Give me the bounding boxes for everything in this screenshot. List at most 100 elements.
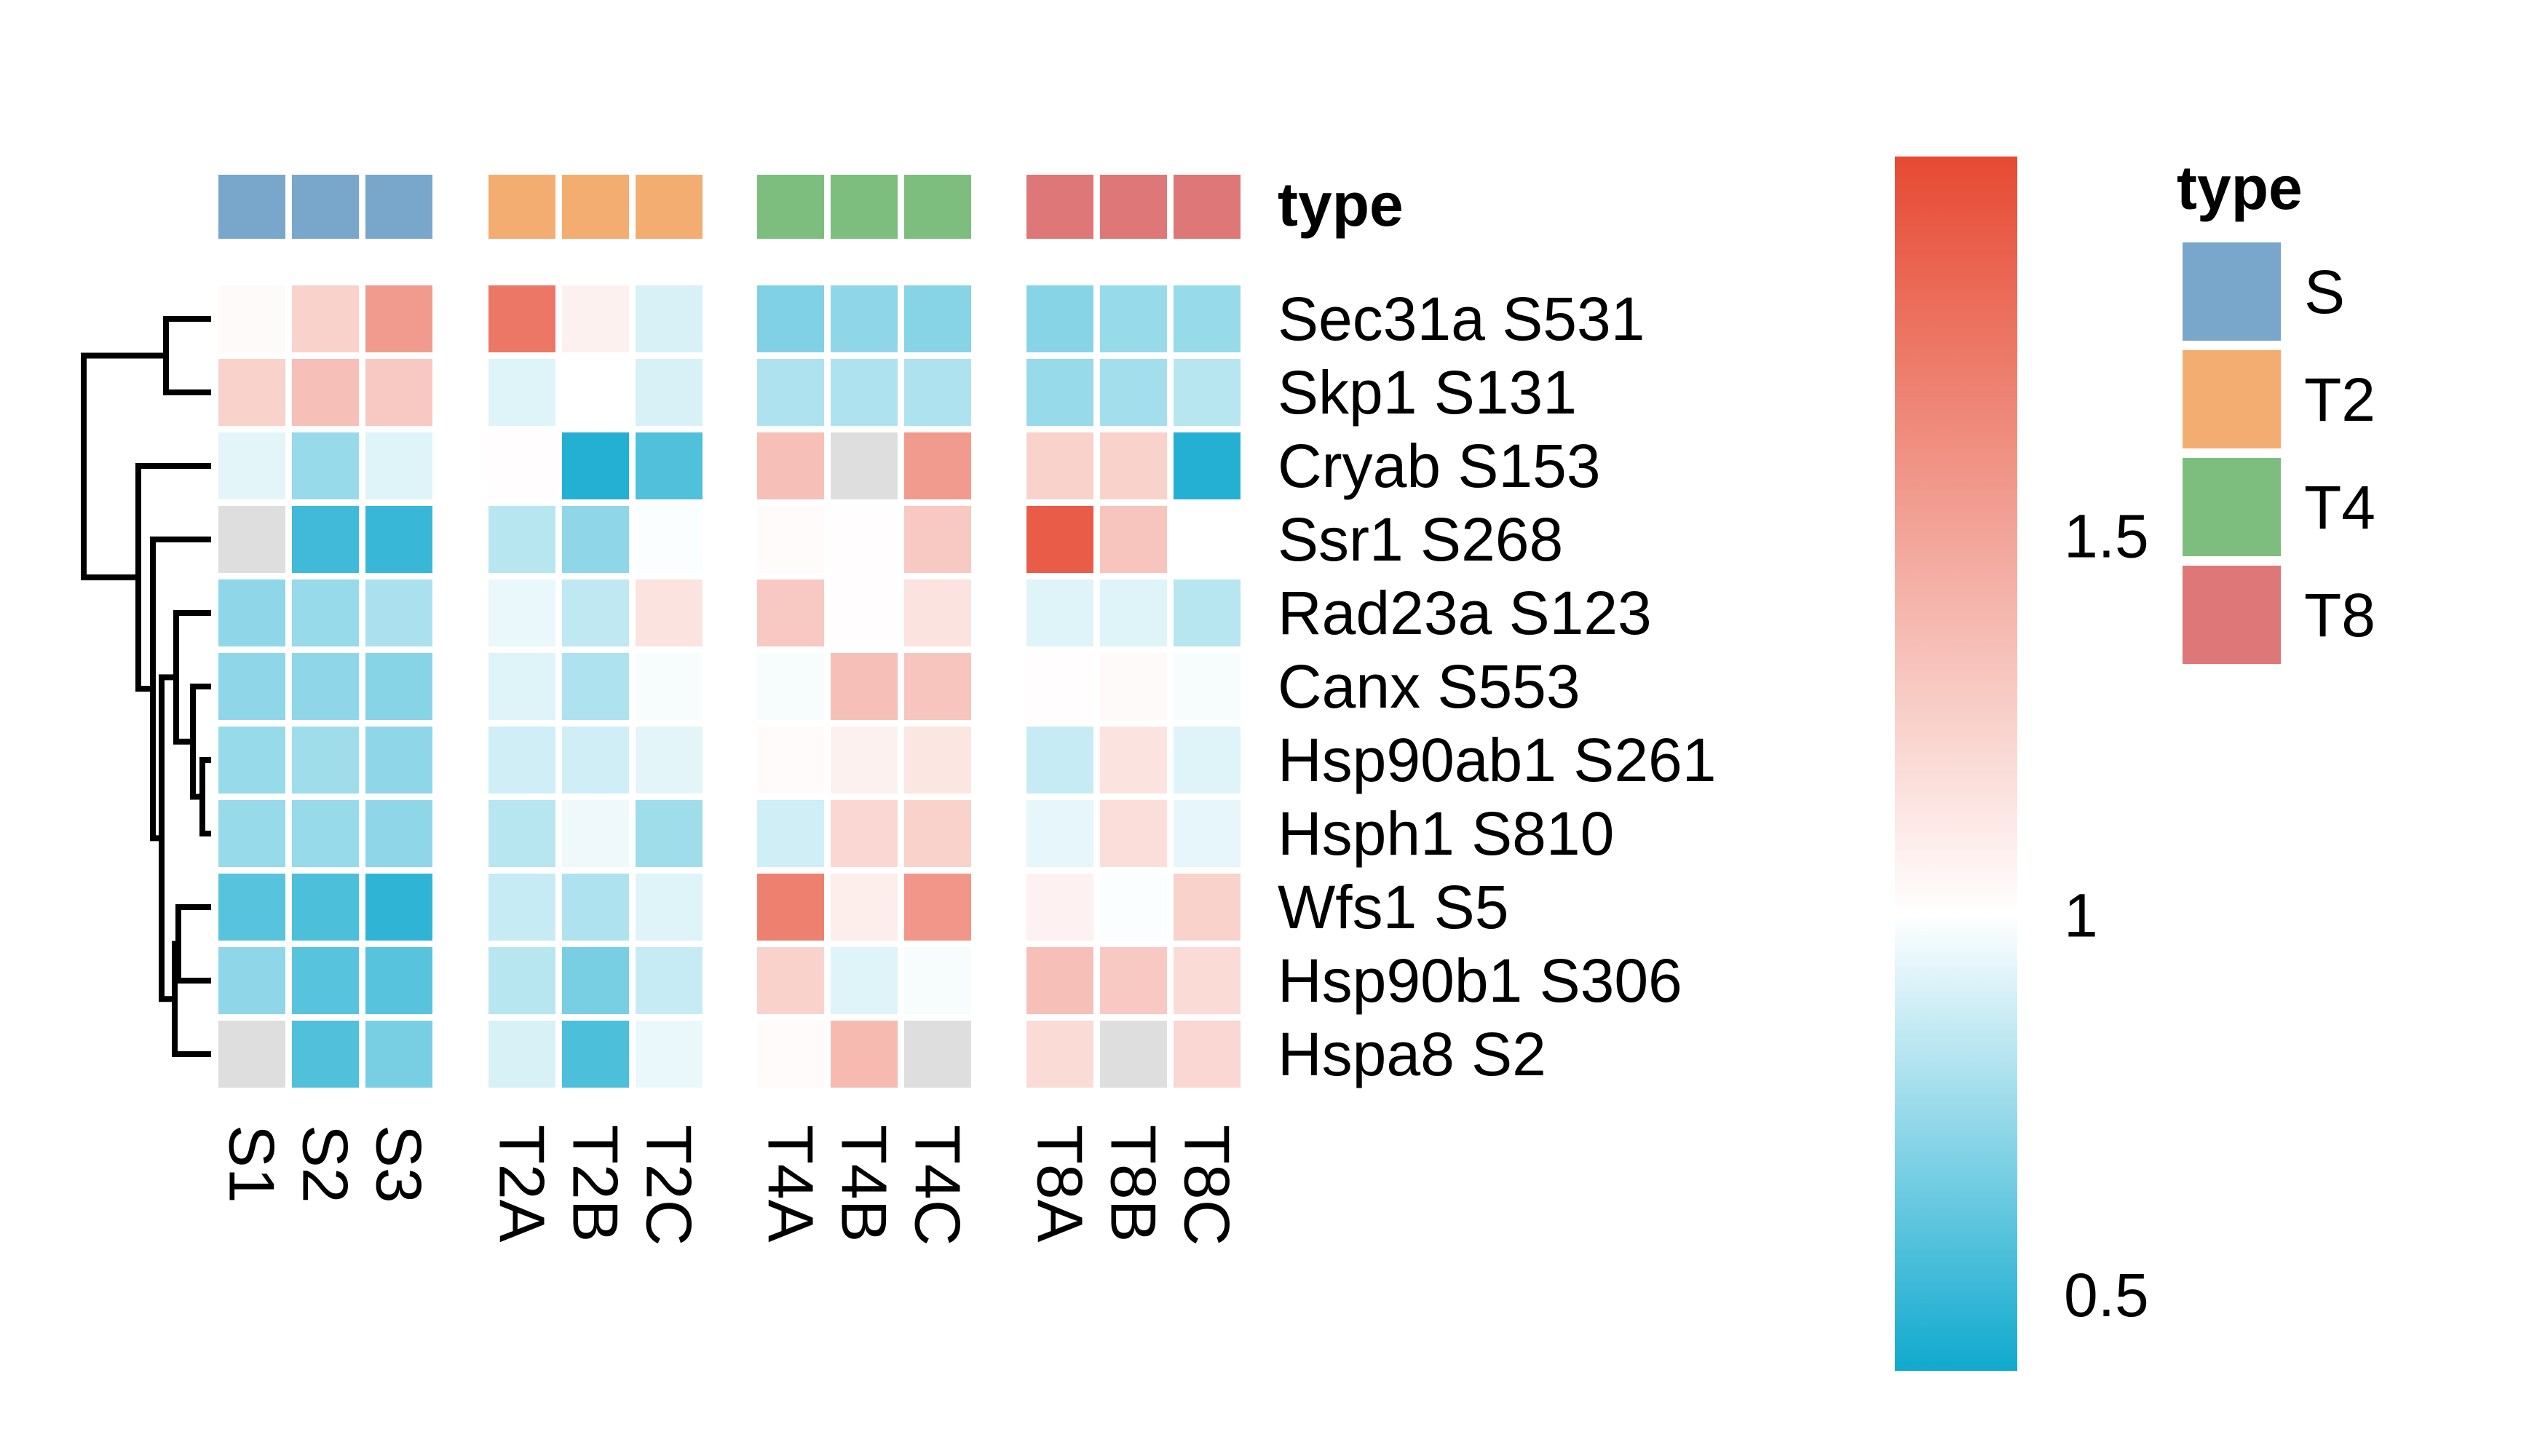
column-label: T8B [1098, 1125, 1170, 1242]
heatmap-cell [904, 579, 971, 646]
heatmap-cell [1174, 947, 1241, 1014]
heatmap-cell [636, 874, 703, 941]
heatmap-cell [904, 947, 971, 1014]
row-label: Hspa8 S2 [1278, 1020, 1546, 1088]
dendrogram-branch [163, 316, 211, 395]
heatmap-cell [831, 506, 898, 573]
annotation-cell [292, 175, 359, 239]
heatmap-cell [218, 579, 285, 646]
heatmap-cell [1026, 1021, 1093, 1088]
heatmap-cell [292, 874, 359, 941]
row-dendrogram [81, 316, 211, 1057]
heatmap-cell [636, 432, 703, 499]
annotation-cell [636, 175, 703, 239]
heatmap-cell [831, 727, 898, 794]
heatmap-cell [1100, 359, 1167, 426]
type-legend-label: S [2304, 258, 2345, 326]
heatmap-cell [562, 579, 629, 646]
type-legend-swatch [2183, 242, 2281, 341]
column-label: T8C [1171, 1125, 1243, 1246]
color-scale-tick-label: 0.5 [2064, 1261, 2149, 1329]
column-label: S2 [290, 1125, 362, 1203]
heatmap-cell [1026, 432, 1093, 499]
heatmap-cell [904, 359, 971, 426]
column-label: T4B [828, 1125, 901, 1242]
heatmap-cell [1026, 506, 1093, 573]
heatmap-cell [1100, 653, 1167, 720]
heatmap-cell [1100, 285, 1167, 352]
heatmap-cell [636, 727, 703, 794]
heatmap-cell [1100, 874, 1167, 941]
heatmap-cell [1100, 1021, 1167, 1088]
heatmap-cell [904, 506, 971, 573]
heatmap-cell [1100, 947, 1167, 1014]
heatmap-cell [562, 800, 629, 867]
heatmap-cell [1026, 285, 1093, 352]
heatmap-cell [218, 359, 285, 426]
heatmap-cell [218, 506, 285, 573]
annotation-cell [757, 175, 824, 239]
column-label: T8A [1024, 1125, 1096, 1243]
heatmap-cell [831, 947, 898, 1014]
heatmap-cell [1100, 506, 1167, 573]
heatmap-cell [757, 874, 824, 941]
heatmap-cells [218, 285, 1241, 1088]
heatmap-cell [1100, 800, 1167, 867]
heatmap-cell [488, 579, 555, 646]
heatmap-cell [292, 285, 359, 352]
heatmap-cell [757, 506, 824, 573]
annotation-cell [904, 175, 971, 239]
heatmap-cell [1174, 874, 1241, 941]
type-legend-label: T2 [2304, 365, 2375, 434]
row-label: Skp1 S131 [1278, 358, 1577, 427]
heatmap-cell [1174, 653, 1241, 720]
row-label: Sec31a S531 [1278, 285, 1645, 353]
heatmap-cell [562, 727, 629, 794]
heatmap-cell [904, 874, 971, 941]
heatmap-cell [831, 432, 898, 499]
heatmap-cell [904, 285, 971, 352]
heatmap-cell [365, 653, 432, 720]
color-scale-bar [1895, 157, 2017, 1371]
heatmap-cell [1026, 653, 1093, 720]
heatmap-cell [904, 432, 971, 499]
heatmap-cell [218, 653, 285, 720]
heatmap-cell [1100, 432, 1167, 499]
heatmap-cell [488, 432, 555, 499]
heatmap-cell [636, 653, 703, 720]
heatmap-cell [488, 727, 555, 794]
heatmap-cell [292, 359, 359, 426]
heatmap-cell [292, 506, 359, 573]
heatmap-cell [757, 432, 824, 499]
heatmap-cell [488, 359, 555, 426]
heatmap-cell [562, 947, 629, 1014]
heatmap-cell [1174, 359, 1241, 426]
row-label: Ssr1 S268 [1278, 505, 1563, 574]
heatmap-cell [292, 1021, 359, 1088]
heatmap-cell [636, 359, 703, 426]
heatmap-cell [218, 285, 285, 352]
type-legend-label: T4 [2304, 473, 2375, 542]
heatmap-cell [218, 947, 285, 1014]
color-scale-legend: 0.5 1 1.5 [1895, 157, 2149, 1371]
heatmap-cell [1026, 947, 1093, 1014]
heatmap-cell [636, 800, 703, 867]
annotation-title: type [1278, 170, 1404, 239]
heatmap-cell [757, 359, 824, 426]
column-label: T2A [486, 1125, 558, 1243]
column-label: S3 [363, 1125, 435, 1203]
heatmap-cell [904, 653, 971, 720]
heatmap-cell [1026, 874, 1093, 941]
heatmap-cell [292, 800, 359, 867]
heatmap-cell [562, 653, 629, 720]
annotation-cell [218, 175, 285, 239]
heatmap-cell [831, 874, 898, 941]
type-legend-label: T8 [2304, 581, 2375, 649]
heatmap-cell [831, 285, 898, 352]
heatmap-cell [1174, 800, 1241, 867]
heatmap-cell [757, 800, 824, 867]
column-label: T2B [560, 1125, 632, 1242]
color-scale-tick-label: 1.5 [2064, 502, 2149, 570]
